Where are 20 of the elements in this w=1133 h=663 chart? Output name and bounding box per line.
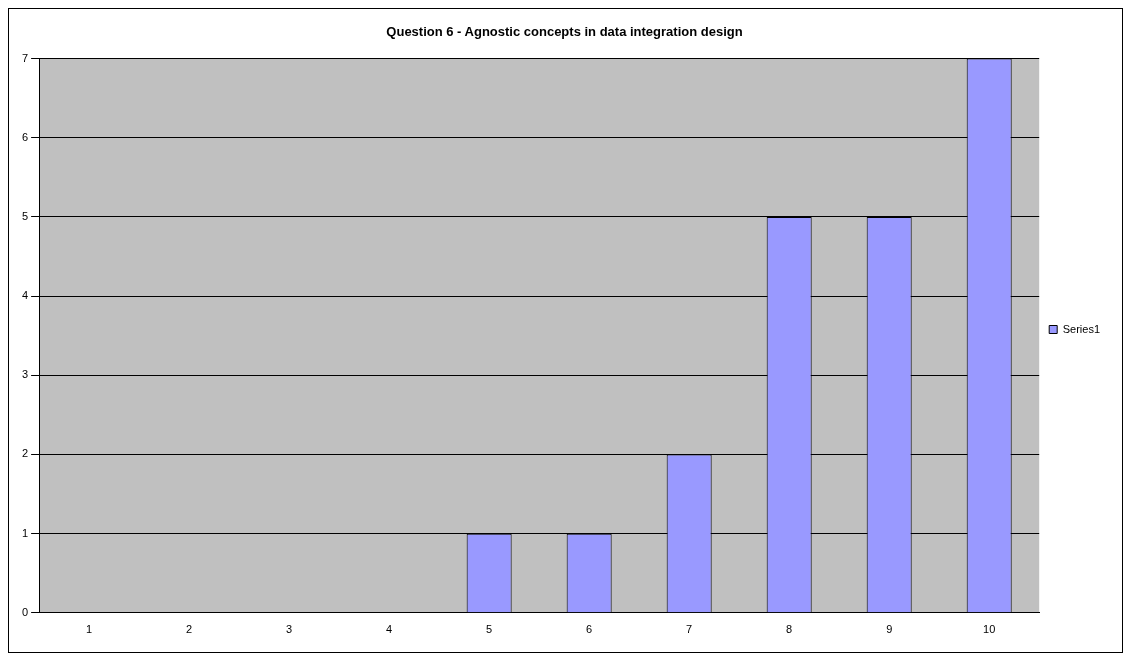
y-tick-label: 0 — [21, 605, 29, 618]
chart-title: Question 6 - Agnostic concepts in data integration design — [386, 24, 743, 40]
x-tick-label: 9 — [886, 623, 893, 636]
x-tick-label: 10 — [983, 623, 996, 636]
x-tick-label: 1 — [86, 623, 93, 636]
x-tick-label: 3 — [286, 623, 293, 636]
y-tick-label: 3 — [21, 368, 29, 381]
y-tick-label: 6 — [21, 130, 29, 143]
x-tick-label: 2 — [186, 623, 193, 636]
y-tick-label: 5 — [21, 209, 29, 222]
y-tick-label: 1 — [21, 526, 29, 539]
x-tick-label: 5 — [486, 623, 493, 636]
x-tick-label: 4 — [386, 623, 393, 636]
x-tick-label: 7 — [686, 623, 693, 636]
x-tick-label: 6 — [586, 623, 593, 636]
legend-label: Series1 — [1062, 322, 1100, 335]
y-tick-label: 4 — [21, 289, 29, 302]
x-tick-label: 8 — [786, 623, 793, 636]
y-tick-label: 7 — [21, 51, 29, 64]
y-tick-label: 2 — [21, 447, 29, 460]
